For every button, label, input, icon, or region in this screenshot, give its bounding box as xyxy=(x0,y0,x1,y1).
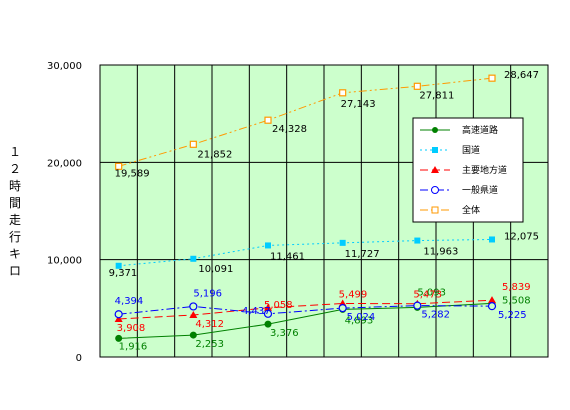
y-axis-label-char: キ xyxy=(9,247,21,261)
y-tick-label: 20,000 xyxy=(47,158,82,169)
y-axis-label-char: １ xyxy=(9,145,21,159)
series-line-5 xyxy=(118,77,493,167)
data-point xyxy=(115,334,123,342)
data-label: 1,916 xyxy=(119,341,148,352)
data-label: 5,499 xyxy=(339,289,368,300)
data-label: 9,371 xyxy=(109,268,138,279)
data-label: 10,091 xyxy=(198,264,233,275)
y-axis-label-char: 走 xyxy=(9,213,21,227)
data-label: 5,093 xyxy=(417,287,446,298)
data-point xyxy=(189,311,198,319)
legend-label: 主要地方道 xyxy=(462,164,507,176)
data-label: 5,058 xyxy=(264,300,293,311)
data-point xyxy=(264,303,272,311)
data-labels: 1,916 2,253 3,376 4,893 5,093 5,508 9,371 10,09… xyxy=(109,70,539,352)
data-point xyxy=(114,310,123,319)
data-label: 12,075 xyxy=(504,231,539,242)
data-point xyxy=(265,242,271,249)
data-point xyxy=(487,302,497,311)
data-point xyxy=(488,296,496,304)
y-axis-label-char: 時 xyxy=(9,179,21,193)
data-point xyxy=(413,301,422,310)
data-point xyxy=(338,303,347,313)
data-label: 4,312 xyxy=(195,319,224,330)
data-label: 5,282 xyxy=(421,310,450,321)
data-point xyxy=(339,239,346,246)
y-axis-label-char: 行 xyxy=(9,230,21,244)
data-point xyxy=(489,236,495,243)
series-line-1 xyxy=(118,302,493,339)
data-label: 27,811 xyxy=(419,90,454,101)
data-label: 27,143 xyxy=(341,99,376,110)
data-point xyxy=(189,331,197,339)
data-point xyxy=(115,162,123,170)
series-markers xyxy=(114,74,497,342)
data-point xyxy=(264,320,272,328)
y-axis-label-char: ２ xyxy=(9,162,21,176)
data-label: 21,852 xyxy=(197,149,232,160)
legend-marker xyxy=(432,127,438,133)
legend-label: 一般県道 xyxy=(462,184,498,196)
legend-box xyxy=(412,117,524,223)
data-point xyxy=(488,74,496,82)
y-tick-label: 0 xyxy=(76,353,82,364)
legend-label: 全体 xyxy=(462,204,480,216)
series-lines xyxy=(118,77,493,339)
y-axis-label-char: ロ xyxy=(9,264,21,278)
data-label: 3,376 xyxy=(270,328,299,339)
data-point xyxy=(190,255,197,262)
data-point xyxy=(263,309,273,318)
y-axis-label-char: 間 xyxy=(9,196,21,210)
data-label: 5,508 xyxy=(502,295,531,306)
data-label: 3,908 xyxy=(117,323,146,334)
legend-label: 国道 xyxy=(462,144,480,156)
data-point xyxy=(189,140,197,148)
data-label: 4,437 xyxy=(242,306,271,317)
data-label: 4,394 xyxy=(115,296,144,307)
data-label: 11,963 xyxy=(423,247,458,258)
data-point xyxy=(414,237,421,244)
data-point xyxy=(115,262,122,269)
series-line-4 xyxy=(118,305,493,315)
data-label: 19,589 xyxy=(115,168,150,179)
data-label: 5,225 xyxy=(498,310,527,321)
legend-marker xyxy=(432,147,438,153)
legend-marker xyxy=(431,166,439,173)
legend-marker xyxy=(431,186,439,194)
data-label: 4,893 xyxy=(345,315,374,326)
y-tick-label: 10,000 xyxy=(47,256,82,267)
series-line-3 xyxy=(118,299,493,320)
data-label: 5,839 xyxy=(502,282,531,293)
data-point xyxy=(114,314,123,322)
data-point xyxy=(189,302,198,311)
data-label: 5,473 xyxy=(413,290,442,301)
data-point xyxy=(264,116,272,124)
data-label: 2,253 xyxy=(195,339,224,350)
data-point xyxy=(413,82,421,90)
data-point xyxy=(339,89,347,97)
y-axis-ticks: 0 10,000 20,000 30,000 xyxy=(47,61,82,364)
legend-label: 高速道路 xyxy=(462,124,498,136)
data-label: 24,328 xyxy=(272,124,307,135)
data-label: 11,727 xyxy=(345,249,380,260)
data-label: 11,461 xyxy=(270,251,305,262)
data-label: 5,196 xyxy=(193,288,222,299)
data-label: 5,024 xyxy=(347,312,376,323)
legend-marker xyxy=(431,206,439,214)
data-label: 28,647 xyxy=(504,70,539,81)
y-tick-label: 30,000 xyxy=(47,61,82,72)
